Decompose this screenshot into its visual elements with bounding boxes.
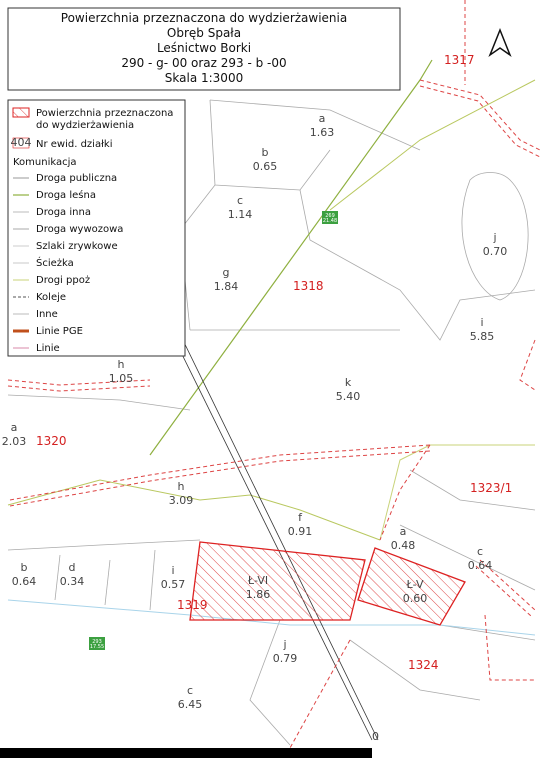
legend-label: Powierzchnia przeznaczona <box>36 108 173 119</box>
parcel-letter: c <box>477 545 483 558</box>
subtitle: Skala 1:3000 <box>165 71 243 85</box>
parcel-area: 0.34 <box>60 575 85 588</box>
title-box: Powierzchnia przeznaczona do wydzierżawi… <box>7 7 401 91</box>
parcel-letter: i <box>480 316 483 329</box>
parcel-area: 0.91 <box>288 525 313 538</box>
parcel-letter: b <box>21 561 28 574</box>
parcel-area: 0.60 <box>403 592 428 605</box>
parcel-letter: j <box>282 638 286 651</box>
legend-label: Ścieżka <box>36 256 74 269</box>
parcel-area: 0.64 <box>12 575 37 588</box>
parcel-letter: a <box>319 112 326 125</box>
legend-label: Inne <box>36 309 58 320</box>
parcel-area: 6.45 <box>178 698 203 711</box>
compartment: 1317 <box>444 53 475 67</box>
parcel-area: 5.40 <box>336 390 361 403</box>
compartment: 1320 <box>36 434 67 448</box>
legend-label: Nr ewid. działki <box>36 139 113 150</box>
legend-label: do wydzierżawienia <box>36 120 134 131</box>
title: Powierzchnia przeznaczona do wydzierżawi… <box>61 11 347 25</box>
parcel-area: 3.09 <box>169 494 194 507</box>
legend-label: Droga inna <box>36 207 91 218</box>
parcel-letter: a <box>11 421 18 434</box>
parcel-letter: j <box>492 231 496 244</box>
lease-area <box>357 547 466 626</box>
parcel-letter: c <box>187 684 193 697</box>
marker-top: 269 <box>325 213 335 219</box>
compartment: 1319 <box>177 598 208 612</box>
parcel-area: 5.85 <box>470 330 495 343</box>
marker-bottom: 17.55 <box>90 644 104 650</box>
parcel-letter: Ł-V <box>405 578 424 591</box>
parcel-area: 0.70 <box>483 245 508 258</box>
parcel-letter: f <box>298 511 303 524</box>
parcel-area: 0.79 <box>273 652 298 665</box>
parcel-letter: k <box>345 376 352 389</box>
legend-label: Drogi ppoż <box>36 275 90 286</box>
parcel-area: 0.64 <box>468 559 493 572</box>
parcel-area: 1.63 <box>310 126 335 139</box>
parcel-letter: g <box>223 266 230 279</box>
parcel-area: 2.03 <box>2 435 27 448</box>
parcel-area: 1.86 <box>246 588 271 601</box>
legend-code: 404 <box>11 136 32 149</box>
scale-zero: 0 <box>372 730 379 743</box>
parcel-letter: Ł-VI <box>247 574 268 587</box>
marker-bottom: 21.48 <box>323 218 337 224</box>
legend-label: Droga wywozowa <box>36 224 123 235</box>
legend: Powierzchnia przeznaczona do wydzierżawi… <box>7 99 186 357</box>
legend-label: Koleje <box>36 292 66 303</box>
compartment: 1318 <box>293 279 324 293</box>
subtitle: 290 - g- 00 oraz 293 - b -00 <box>121 56 286 70</box>
legend-label: Droga leśna <box>36 189 96 201</box>
parcel-letter: b <box>262 146 269 159</box>
parcel-letter: c <box>237 194 243 207</box>
parcel-area: 0.57 <box>161 578 186 591</box>
subtitle: Obręb Spała <box>167 26 241 40</box>
parcel-area: 1.14 <box>228 208 253 221</box>
compartment-labels: 1317 1318 1320 1323/1 1319 1324 <box>36 53 512 672</box>
marker: 293 17.55 <box>89 637 105 650</box>
marker: 269 21.48 <box>322 211 338 224</box>
compartment: 1324 <box>408 658 439 672</box>
legend-label: Droga publiczna <box>36 173 117 184</box>
parcel-letter: h <box>118 358 125 371</box>
parcel-letter: i <box>171 564 174 577</box>
marker-top: 293 <box>92 639 102 645</box>
parcel-area: 0.48 <box>391 539 416 552</box>
scale-bar <box>0 748 372 758</box>
legend-label: Szlaki zrywkowe <box>36 241 118 252</box>
north-arrow <box>488 27 512 58</box>
legend-group: Komunikacja <box>13 157 77 168</box>
parcel-letter: d <box>69 561 76 574</box>
map-lines <box>7 0 541 749</box>
parcel-letter: h <box>178 480 185 493</box>
lease-area <box>189 541 366 621</box>
parcel-area: 1.84 <box>214 280 239 293</box>
parcel-area: 1.05 <box>109 372 134 385</box>
compartment: 1323/1 <box>470 481 512 495</box>
parcel-letter: a <box>400 525 407 538</box>
subtitle: Leśnictwo Borki <box>157 41 251 55</box>
legend-label: Linie PGE <box>36 326 83 337</box>
parcel-area: 0.65 <box>253 160 278 173</box>
legend-label: Linie <box>36 343 60 354</box>
